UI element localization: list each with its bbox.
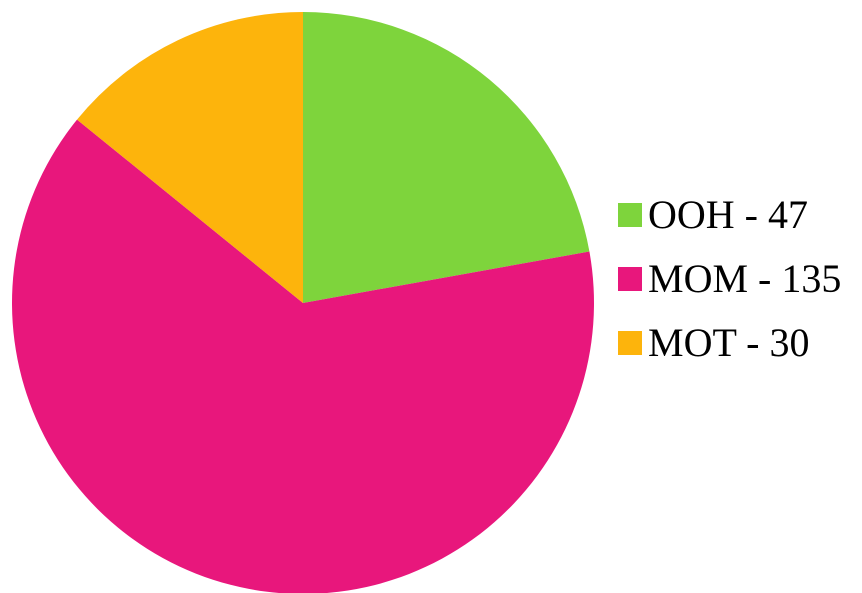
legend-swatch	[618, 202, 642, 227]
legend-label: MOT - 30	[648, 320, 810, 365]
pie-slice-mom	[11, 119, 594, 593]
legend-label: MOM - 135	[648, 256, 842, 301]
legend-label: OOH - 47	[648, 192, 808, 237]
legend-swatch	[618, 330, 642, 355]
chart-legend: OOH - 47 MOM - 135 MOT - 30	[618, 192, 841, 384]
pie-slice-ooh	[303, 12, 590, 303]
legend-swatch	[618, 266, 642, 291]
pie-slice-mot	[77, 11, 303, 303]
legend-item-mot: MOT - 30	[618, 320, 841, 365]
legend-item-mom: MOM - 135	[618, 256, 841, 301]
legend-item-ooh: OOH - 47	[618, 192, 841, 237]
pie-slices	[11, 11, 594, 593]
